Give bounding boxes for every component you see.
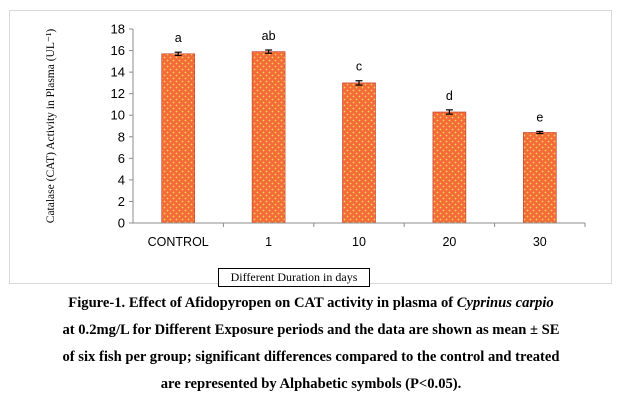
y-tick-label: 4 xyxy=(118,172,125,187)
significance-letter: c xyxy=(356,60,362,74)
x-tick-label: 30 xyxy=(533,235,547,249)
x-axis-label: Different Duration in days xyxy=(218,268,370,287)
caption-species: Cyprinus carpio xyxy=(456,295,554,311)
y-tick-label: 18 xyxy=(111,22,125,37)
caption-line-2: at 0.2mg/L for Different Exposure period… xyxy=(62,322,560,338)
significance-letter: d xyxy=(446,89,453,103)
bar-4 xyxy=(432,111,467,224)
significance-letter: ab xyxy=(262,29,276,43)
y-axis-label: Catalase (CAT) Activity in Plasma (UL⁻¹) xyxy=(45,29,57,224)
y-tick-label: 2 xyxy=(118,194,125,209)
x-axis-ticks: CONTROL 1 10 20 30 xyxy=(148,223,586,249)
y-tick-label: 16 xyxy=(111,43,125,58)
significance-letter: e xyxy=(536,110,543,124)
bar-5 xyxy=(522,132,557,224)
bar-2 xyxy=(251,51,286,224)
caption-line-3: of six fish per group; significant diffe… xyxy=(62,349,560,365)
y-tick-label: 6 xyxy=(118,151,125,166)
x-tick-label: 10 xyxy=(352,235,366,249)
y-tick-label: 10 xyxy=(111,108,125,123)
chart-frame: 0 2 4 6 8 10 12 14 16 18 a ab c d e CONTROL 1 10 20 30 Ca… xyxy=(9,10,612,287)
y-tick-label: 14 xyxy=(111,65,125,80)
y-axis-ticks: 0 2 4 6 8 10 12 14 16 18 xyxy=(111,22,133,231)
caption-line-1: Figure-1. Effect of Afidopyropen on CAT … xyxy=(0,293,622,320)
y-tick-label: 0 xyxy=(118,216,125,231)
x-tick-label: 20 xyxy=(442,235,456,249)
caption-line-4: are represented by Alphabetic symbols (P… xyxy=(160,376,462,392)
y-tick-label: 8 xyxy=(118,129,125,144)
bar-3 xyxy=(342,82,376,224)
x-tick-label: CONTROL xyxy=(148,235,209,249)
bar-chart: 0 2 4 6 8 10 12 14 16 18 a ab c d e CONTROL 1 10 20 30 Ca… xyxy=(45,22,586,249)
caption-text-1: Figure-1. Effect of Afidopyropen on CAT … xyxy=(68,295,457,311)
bar-1 xyxy=(161,53,195,224)
bars: a ab c d e xyxy=(161,29,557,224)
x-tick-label: 1 xyxy=(265,235,272,249)
y-tick-label: 12 xyxy=(111,86,125,101)
figure-caption: Figure-1. Effect of Afidopyropen on CAT … xyxy=(0,293,622,401)
significance-letter: a xyxy=(175,31,182,45)
